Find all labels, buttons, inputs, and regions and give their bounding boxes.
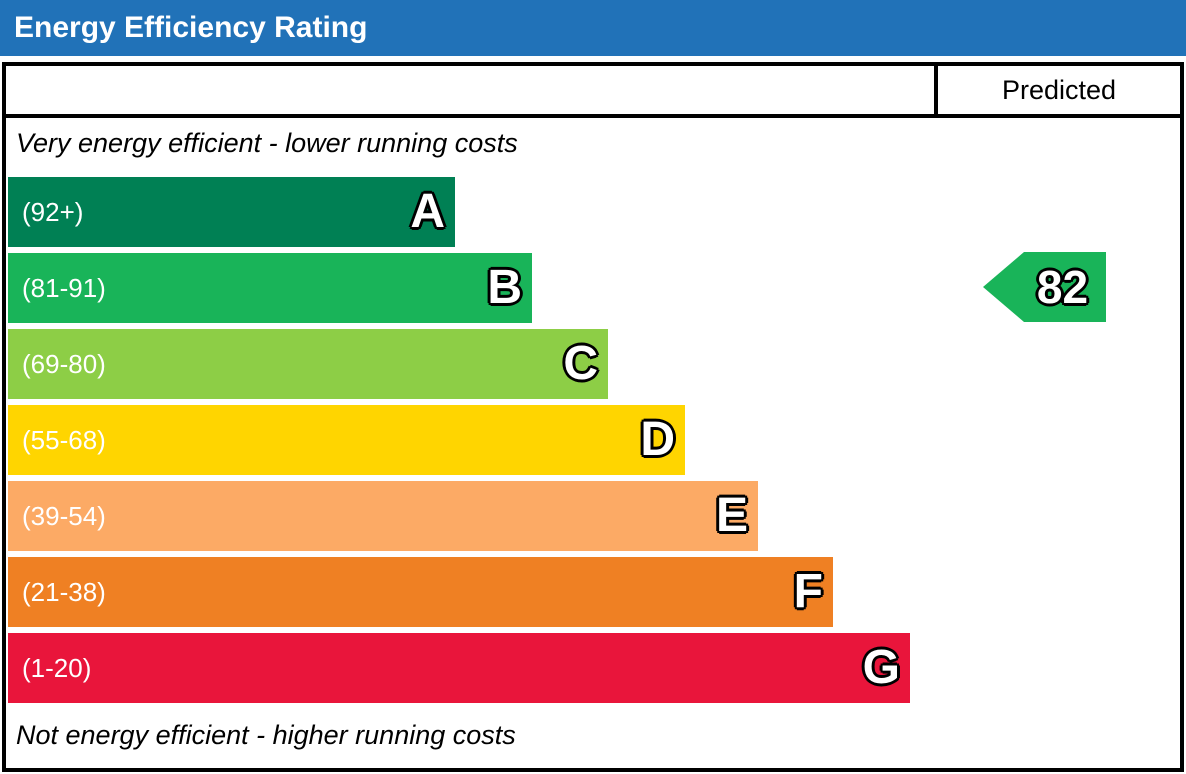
band-letter: G (862, 641, 900, 694)
bottom-caption: Not energy efficient - higher running co… (16, 720, 516, 750)
band-letter: F (793, 565, 823, 618)
predicted-rating-value: 82 (1036, 261, 1089, 313)
band-b: (81-91) B (8, 253, 532, 323)
band-d: (55-68) D (8, 405, 685, 475)
band-letter: A (410, 185, 445, 238)
band-range-label: (92+) (22, 196, 84, 227)
energy-rating-chart: Predicted Very energy efficient - lower … (2, 62, 1184, 772)
band-a: (92+) A (8, 177, 455, 247)
band-range-label: (81-91) (22, 272, 106, 303)
band-c: (69-80) C (8, 329, 608, 399)
band-letter: E (715, 489, 748, 542)
band-f: (21-38) F (8, 557, 833, 627)
page-title: Energy Efficiency Rating (14, 11, 368, 44)
band-range-label: (1-20) (22, 652, 92, 683)
band-letter: D (640, 413, 675, 466)
band-e: (39-54) E (8, 481, 758, 551)
band-g: (1-20) G (8, 633, 910, 703)
predicted-rating-arrow: 82 (983, 252, 1106, 322)
band-range-label: (39-54) (22, 500, 106, 531)
band-letter: B (487, 261, 522, 314)
band-range-label: (69-80) (22, 348, 106, 379)
column-header-row: Predicted (6, 66, 1180, 118)
rating-arrow-shape (983, 252, 1106, 322)
predicted-label: Predicted (1001, 74, 1117, 105)
predicted-column-header: Predicted (934, 66, 1180, 114)
title-bar: Energy Efficiency Rating (0, 0, 1186, 56)
band-letter: C (563, 337, 598, 390)
band-range-label: (55-68) (22, 424, 106, 455)
band-range-label: (21-38) (22, 576, 106, 607)
top-caption: Very energy efficient - lower running co… (16, 128, 518, 158)
